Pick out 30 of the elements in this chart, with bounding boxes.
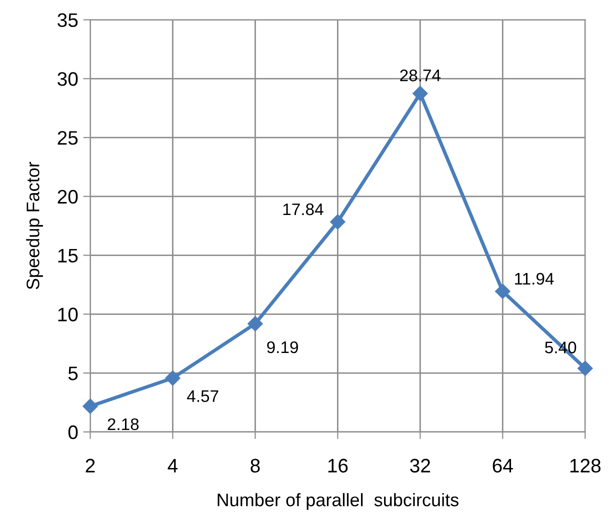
y-tick-label: 10: [58, 308, 78, 322]
x-tick-label: 4: [168, 459, 178, 472]
x-tick-label: 16: [328, 458, 348, 473]
y-tick-label: 15: [58, 248, 78, 263]
x-tick-label: 2: [86, 458, 95, 472]
x-tick-label: 64: [492, 458, 513, 473]
point: [578, 360, 593, 376]
data-label: 9.19: [267, 341, 298, 354]
point: [82, 398, 98, 414]
y-tick-label: 20: [58, 190, 78, 204]
x-axis-title: Number of parallel subcircuits: [218, 493, 458, 510]
point: [330, 214, 346, 230]
data-label: 17.84: [283, 203, 324, 216]
x-tick-label: 128: [570, 458, 601, 473]
y-tick-label: 30: [58, 72, 78, 86]
y-tick-label: 35: [58, 13, 78, 28]
x-tick-label: 8: [250, 458, 260, 473]
data-label: 11.94: [515, 272, 554, 285]
point: [248, 316, 263, 332]
point: [412, 86, 428, 102]
y-tick-label: 25: [58, 131, 78, 145]
data-label: 4.57: [187, 390, 218, 402]
data-label: 28.74: [400, 70, 441, 82]
y-tick-label: 5: [68, 366, 78, 380]
y-tick-label: 0: [68, 425, 78, 440]
data-label: 2.18: [108, 418, 139, 430]
x-tick-label: 32: [410, 458, 430, 473]
y-axis-title: Speedup Factor: [26, 162, 43, 290]
point: [495, 284, 510, 299]
point: [165, 370, 180, 386]
